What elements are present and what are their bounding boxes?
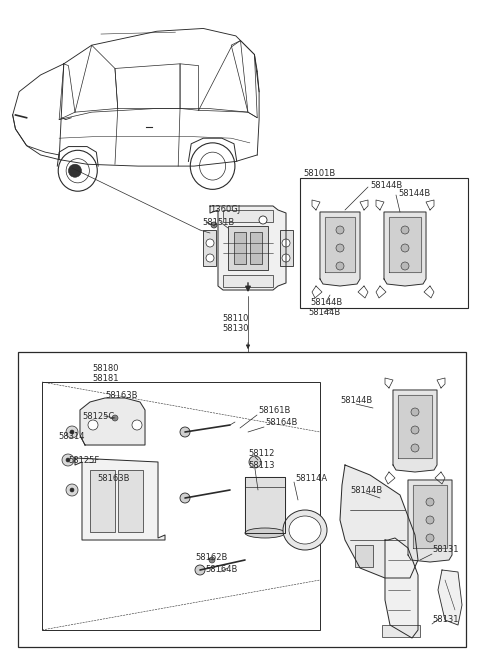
Bar [300,178,468,308]
Text: 58131: 58131 [432,616,458,624]
Polygon shape [408,480,452,562]
Polygon shape [389,217,421,272]
Text: 58101B: 58101B [303,168,335,178]
Text: 58144B: 58144B [370,180,402,190]
Text: 58144B: 58144B [308,307,340,317]
Text: 58161B: 58161B [258,406,290,414]
Circle shape [426,516,434,524]
Bar [228,226,268,270]
Bar [250,232,262,264]
Polygon shape [325,217,355,272]
Bar [18,352,466,647]
Circle shape [426,534,434,542]
Text: 58164B: 58164B [265,418,298,426]
Bar [90,470,115,532]
Circle shape [401,244,409,252]
Ellipse shape [66,159,89,183]
Circle shape [282,239,290,247]
Polygon shape [75,458,165,540]
Circle shape [66,484,78,496]
Ellipse shape [283,510,327,550]
Text: 58144B: 58144B [398,188,430,198]
Circle shape [180,427,190,437]
Circle shape [66,426,78,438]
Circle shape [206,239,214,247]
Circle shape [112,415,118,421]
Text: 58112: 58112 [248,448,275,458]
Bar [203,230,216,266]
Polygon shape [245,477,285,533]
Text: 58125C: 58125C [82,412,114,420]
Circle shape [209,557,215,563]
Text: 58180: 58180 [92,364,119,372]
Ellipse shape [200,152,226,180]
Polygon shape [413,485,447,548]
Circle shape [62,454,74,466]
Circle shape [259,216,267,224]
Circle shape [426,498,434,506]
Circle shape [282,254,290,262]
Circle shape [69,164,82,178]
Circle shape [401,226,409,234]
Text: 58144B: 58144B [310,297,342,307]
Text: 58130: 58130 [222,323,249,332]
Circle shape [195,565,205,575]
Polygon shape [398,395,432,458]
Circle shape [411,426,419,434]
Circle shape [88,420,98,430]
Polygon shape [340,465,418,578]
Ellipse shape [289,516,321,544]
Circle shape [411,444,419,452]
Text: 58181: 58181 [92,374,119,382]
Text: 58110: 58110 [222,313,248,323]
Circle shape [336,244,344,252]
Bar [234,232,246,264]
Circle shape [206,254,214,262]
Circle shape [211,222,217,228]
Ellipse shape [58,150,97,192]
Circle shape [411,408,419,416]
Text: 58163B: 58163B [105,390,137,400]
Bar [118,470,143,532]
Bar [382,625,420,637]
Circle shape [401,262,409,270]
Text: 58164B: 58164B [205,565,238,575]
Bar [223,275,273,287]
Circle shape [336,226,344,234]
Text: 58314: 58314 [58,432,84,440]
Text: 58162B: 58162B [195,553,228,563]
Text: 58113: 58113 [248,460,275,469]
Text: 58114A: 58114A [295,473,327,483]
Circle shape [249,456,261,468]
Polygon shape [385,538,418,638]
Text: 58144B: 58144B [350,485,382,495]
Text: 58131: 58131 [432,545,458,555]
Circle shape [336,262,344,270]
Ellipse shape [245,528,285,538]
Circle shape [66,458,70,462]
Bar [280,230,293,266]
Polygon shape [384,212,426,286]
Text: 58151B: 58151B [202,217,234,227]
Text: 58144B: 58144B [340,396,372,404]
Circle shape [132,420,142,430]
Circle shape [70,430,74,434]
Polygon shape [80,398,145,445]
Circle shape [70,488,74,492]
Bar [223,210,273,222]
Text: 1360GJ: 1360GJ [210,205,240,213]
Text: 58163B: 58163B [97,473,130,483]
Text: 58125F: 58125F [68,456,99,464]
Bar [355,545,373,567]
Polygon shape [393,390,437,472]
Bar [42,382,320,630]
Polygon shape [438,570,462,625]
Circle shape [180,493,190,503]
Ellipse shape [190,143,235,190]
Polygon shape [320,212,360,286]
Polygon shape [210,206,286,290]
